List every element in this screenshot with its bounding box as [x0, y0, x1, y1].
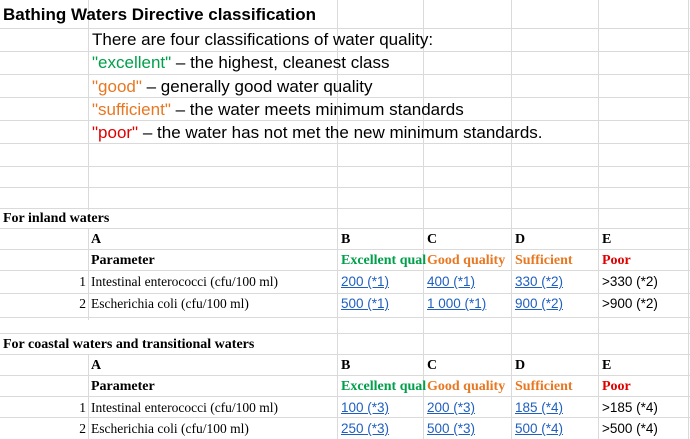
- col-letter-e: E: [602, 358, 612, 373]
- col-letter-e: E: [602, 232, 612, 247]
- value-sufficient-link[interactable]: 185 (*4): [515, 400, 564, 415]
- row-number: 2: [79, 421, 86, 436]
- value-excellent-link[interactable]: 100 (*3): [341, 400, 390, 415]
- value-sufficient-link[interactable]: 900 (*2): [515, 296, 564, 311]
- col-letter-d: D: [515, 358, 526, 373]
- param-name: Escherichia coli (cfu/100 ml): [91, 421, 249, 436]
- class-sufficient: "sufficient" – the water meets minimum s…: [92, 101, 464, 118]
- value-excellent-link[interactable]: 250 (*3): [341, 421, 390, 436]
- param-name: Intestinal enterococci (cfu/100 ml): [91, 274, 279, 289]
- col-letter-a: A: [91, 358, 102, 373]
- value-good-link[interactable]: 1 000 (*1): [427, 296, 487, 311]
- class-desc: – the water has not met the new minimum …: [138, 123, 543, 142]
- col-letter-b: B: [341, 232, 351, 247]
- sheet-title: Bathing Waters Directive classification: [3, 5, 317, 24]
- value-sufficient-link[interactable]: 330 (*2): [515, 274, 564, 289]
- value-poor: >185 (*4): [602, 400, 658, 415]
- class-excellent: "excellent" – the highest, cleanest clas…: [92, 54, 389, 71]
- class-term: "excellent": [92, 53, 172, 72]
- value-sufficient-link[interactable]: 500 (*4): [515, 421, 564, 436]
- class-term: "sufficient": [92, 100, 171, 119]
- class-term: "poor": [92, 123, 139, 142]
- class-desc: – the water meets minimum standards: [170, 100, 464, 119]
- header-parameter: Parameter: [91, 253, 155, 268]
- value-poor: >900 (*2): [602, 296, 658, 311]
- header-sufficient: Sufficient: [515, 379, 573, 394]
- class-good: "good" – generally good water quality: [92, 78, 372, 95]
- class-poor: "poor" – the water has not met the new m…: [92, 124, 543, 141]
- value-poor: >330 (*2): [602, 274, 658, 289]
- value-good-link[interactable]: 400 (*1): [427, 274, 476, 289]
- col-letter-c: C: [427, 358, 438, 373]
- header-excellent: Excellent qual: [341, 379, 427, 394]
- value-good-link[interactable]: 200 (*3): [427, 400, 476, 415]
- col-letter-d: D: [515, 232, 526, 247]
- header-good: Good quality: [427, 379, 506, 394]
- class-term: "good": [92, 77, 142, 96]
- value-excellent-link[interactable]: 500 (*1): [341, 296, 390, 311]
- class-desc: – the highest, cleanest class: [171, 53, 390, 72]
- intro-text: There are four classifications of water …: [92, 30, 434, 49]
- section-title-inland: For inland waters: [3, 211, 110, 226]
- header-good: Good quality: [427, 253, 506, 268]
- row-number: 2: [79, 296, 86, 311]
- header-poor: Poor: [602, 379, 631, 394]
- param-name: Escherichia coli (cfu/100 ml): [91, 296, 249, 311]
- col-letter-a: A: [91, 232, 102, 247]
- header-poor: Poor: [602, 253, 631, 268]
- col-letter-b: B: [341, 358, 351, 373]
- value-excellent-link[interactable]: 200 (*1): [341, 274, 390, 289]
- param-name: Intestinal enterococci (cfu/100 ml): [91, 400, 279, 415]
- section-title-coastal: For coastal waters and transitional wate…: [3, 337, 255, 352]
- header-sufficient: Sufficient: [515, 253, 573, 268]
- col-letter-c: C: [427, 232, 438, 247]
- header-excellent: Excellent qual: [341, 253, 427, 268]
- row-number: 1: [79, 400, 86, 415]
- header-parameter: Parameter: [91, 379, 155, 394]
- row-number: 1: [79, 274, 86, 289]
- class-desc: – generally good water quality: [141, 77, 373, 96]
- value-good-link[interactable]: 500 (*3): [427, 421, 476, 436]
- value-poor: >500 (*4): [602, 421, 658, 436]
